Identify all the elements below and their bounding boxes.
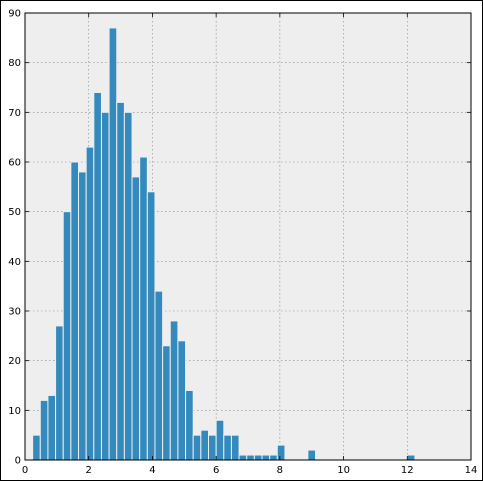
histogram-bar: [200, 429, 209, 461]
plot-border: [24, 12, 472, 461]
histogram-bar: [39, 399, 49, 461]
y-tick-label: 90: [8, 9, 21, 20]
y-tick-label: 10: [8, 406, 21, 417]
histogram-bar: [406, 454, 416, 461]
histogram-bar: [47, 394, 57, 461]
histogram-bar: [32, 434, 41, 461]
histogram-bar: [185, 389, 194, 461]
y-tick-label: 60: [8, 158, 21, 169]
histogram-bar: [207, 434, 217, 461]
y-tick-label: 30: [8, 307, 21, 318]
histogram-bar: [55, 325, 64, 461]
histogram-bar: [70, 161, 80, 461]
histogram-bar: [116, 101, 125, 461]
histogram-bar: [62, 211, 72, 461]
histogram-bar: [223, 434, 232, 461]
histogram-bar: [246, 454, 255, 461]
histogram-bar: [169, 320, 179, 461]
histogram-bar: [238, 454, 248, 461]
histogram-bar: [123, 111, 133, 461]
y-tick-label: 0: [15, 456, 21, 467]
histogram-bar: [261, 454, 271, 461]
histogram-bar: [230, 434, 240, 461]
histogram-bar: [276, 444, 286, 461]
histogram-bar: [154, 290, 164, 461]
histogram-bar: [93, 91, 102, 461]
histogram-bar: [100, 111, 110, 461]
y-tick-label: 80: [8, 58, 21, 69]
y-tick-label: 70: [8, 108, 21, 119]
histogram-bar: [139, 156, 148, 461]
histogram-bar: [253, 454, 263, 461]
x-tick-label: 4: [149, 465, 155, 476]
y-axis-tick-labels: 0 10 20 30 40 50 60 70 80 90: [8, 9, 21, 467]
x-tick-label: 14: [465, 465, 478, 476]
histogram-bar: [108, 27, 118, 461]
axis-ticks: [24, 12, 472, 461]
x-tick-label: 10: [337, 465, 350, 476]
histogram-bar: [307, 449, 317, 461]
x-axis-tick-labels: 0 2 4 6 8 10 12 14: [22, 465, 478, 476]
histogram-bar: [162, 345, 171, 461]
y-tick-label: 50: [8, 207, 21, 218]
y-tick-label: 40: [8, 257, 21, 268]
histogram-bar: [192, 434, 202, 461]
x-tick-label: 6: [213, 465, 219, 476]
histogram-bar: [215, 419, 225, 461]
histogram-bar: [78, 171, 87, 461]
x-tick-label: 8: [277, 465, 283, 476]
histogram-bar: [131, 176, 141, 461]
x-tick-label: 2: [86, 465, 92, 476]
histogram-bar: [269, 454, 278, 461]
histogram-bar: [177, 340, 187, 461]
y-tick-label: 20: [8, 356, 21, 367]
histogram-bar: [85, 146, 95, 461]
histogram-bar: [146, 191, 156, 461]
x-tick-label: 0: [22, 465, 28, 476]
x-tick-label: 12: [401, 465, 414, 476]
